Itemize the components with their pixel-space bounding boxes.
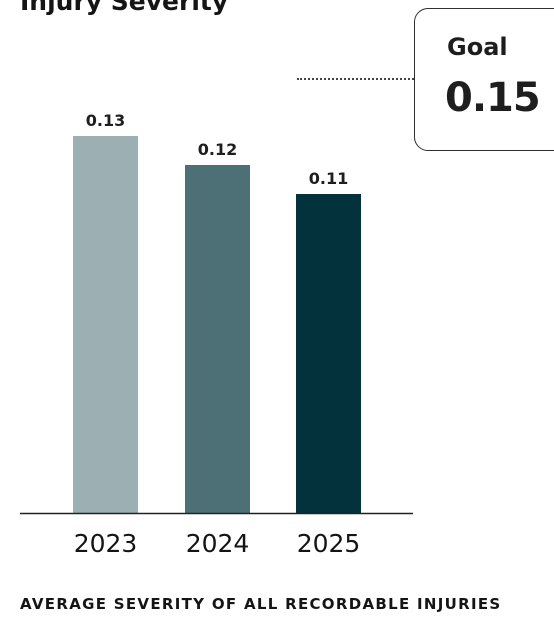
- data-label-2023: 0.13: [86, 111, 125, 130]
- data-label-2024: 0.12: [198, 140, 237, 159]
- bar-2024: [185, 165, 250, 513]
- data-label-2025: 0.11: [309, 169, 348, 188]
- bar-2025: [296, 194, 361, 513]
- chart-title: Injury Severity: [20, 0, 229, 16]
- x-tick-label-2023: 2023: [74, 529, 138, 558]
- goal-callout: Goal 0.15: [414, 8, 554, 151]
- goal-dotted-line: [297, 78, 414, 80]
- goal-value: 0.15: [445, 75, 541, 121]
- bar-2023: [73, 136, 138, 513]
- x-tick-label-2025: 2025: [297, 529, 361, 558]
- goal-label: Goal: [447, 33, 508, 61]
- x-tick-label-2024: 2024: [186, 529, 250, 558]
- chart-footnote: AVERAGE SEVERITY OF ALL RECORDABLE INJUR…: [20, 595, 502, 613]
